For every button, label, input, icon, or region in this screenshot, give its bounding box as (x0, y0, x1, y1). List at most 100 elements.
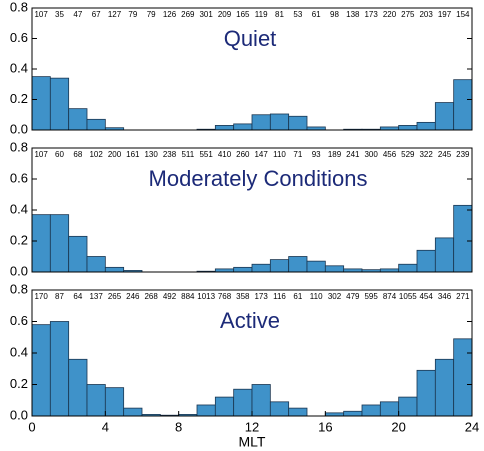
y-tick-label: 0.6 (10, 170, 28, 185)
sample-count: 346 (438, 292, 452, 301)
sample-count: 161 (126, 150, 140, 159)
bar (398, 263, 418, 273)
bar (68, 108, 88, 131)
sample-count: 127 (108, 10, 122, 19)
x-tick-label: 0 (28, 419, 35, 434)
sample-count: 119 (255, 10, 268, 19)
sample-count: 93 (312, 150, 321, 159)
sample-count: 107 (34, 10, 48, 19)
sample-count: 87 (55, 292, 64, 301)
sample-count: 47 (73, 10, 82, 19)
bar (269, 401, 290, 417)
bar (196, 404, 216, 417)
bar (288, 256, 308, 273)
y-tick-label: 0.2 (10, 91, 28, 106)
sample-count: 260 (236, 150, 250, 159)
sample-count: 64 (73, 292, 82, 301)
sample-count: 137 (89, 292, 103, 301)
sample-count: 874 (383, 292, 397, 301)
x-tick-label: 4 (102, 419, 109, 434)
bar (31, 214, 51, 273)
bar (434, 102, 455, 131)
bar (361, 404, 381, 417)
bar (233, 123, 253, 131)
sample-count: 300 (364, 150, 378, 159)
bar (453, 338, 473, 417)
bar (31, 324, 51, 417)
sample-count: 1013 (197, 292, 215, 301)
bar (251, 114, 271, 131)
bar (269, 259, 290, 273)
sample-count: 246 (126, 292, 140, 301)
sample-count: 1055 (399, 292, 417, 301)
sample-count: 165 (236, 10, 250, 19)
sample-count: 147 (254, 150, 268, 159)
bar (324, 265, 345, 273)
sample-count: 138 (346, 10, 360, 19)
bar (233, 266, 253, 273)
bar (288, 115, 308, 131)
sample-count: 79 (128, 10, 137, 19)
sample-count: 200 (108, 150, 122, 159)
y-tick-label: 0.0 (10, 263, 28, 278)
bar (49, 321, 70, 417)
y-tick-label: 0.6 (10, 30, 28, 45)
x-axis-label: MLT (239, 434, 266, 450)
x-tick-label: 20 (391, 419, 405, 434)
sample-count: 271 (456, 292, 470, 301)
sample-count: 68 (73, 150, 82, 159)
bar (398, 396, 418, 417)
sample-count: 107 (34, 150, 48, 159)
bar (398, 125, 418, 131)
y-tick-label: 0.4 (10, 60, 28, 75)
sample-count: 209 (218, 10, 232, 19)
bar (86, 256, 106, 273)
sample-count: 102 (89, 150, 103, 159)
sample-count: 67 (92, 10, 101, 19)
sample-count: 173 (254, 292, 268, 301)
panel-title: Moderately Conditions (149, 166, 368, 191)
y-tick-label: 0.0 (10, 407, 28, 422)
sample-count: 358 (236, 292, 250, 301)
sample-count: 492 (163, 292, 177, 301)
sample-count: 189 (328, 150, 342, 159)
bar (31, 76, 51, 131)
sample-count: 302 (328, 292, 342, 301)
y-tick-label: 0.0 (10, 121, 28, 136)
sample-count: 170 (34, 292, 48, 301)
sample-count: 454 (419, 292, 433, 301)
bar (123, 407, 143, 417)
bar (104, 266, 125, 273)
sample-count: 61 (293, 292, 302, 301)
sample-count: 81 (275, 10, 284, 19)
bar (416, 369, 436, 417)
sample-count: 511 (181, 150, 194, 159)
sample-count: 61 (312, 10, 321, 19)
bar (453, 204, 473, 273)
bar (379, 401, 400, 417)
bar (416, 121, 436, 131)
sample-count: 53 (293, 10, 302, 19)
bar (214, 125, 235, 131)
sample-count: 239 (456, 150, 470, 159)
bar (68, 358, 88, 417)
sample-count: 116 (273, 292, 286, 301)
sample-count: 410 (218, 150, 232, 159)
bar (251, 263, 271, 273)
sample-count: 110 (273, 150, 286, 159)
x-tick-label: 16 (318, 419, 332, 434)
bar (86, 118, 106, 131)
sample-count: 275 (401, 10, 415, 19)
panel-title: Active (220, 308, 280, 333)
sample-count: 60 (55, 150, 64, 159)
bar (49, 214, 70, 273)
sample-count: 301 (199, 10, 213, 19)
sample-count: 110 (310, 292, 323, 301)
bar (251, 384, 271, 417)
sample-count: 322 (419, 150, 433, 159)
sample-count: 98 (330, 10, 339, 19)
y-tick-label: 0.2 (10, 376, 28, 391)
bar (214, 396, 235, 417)
bar (49, 77, 70, 131)
